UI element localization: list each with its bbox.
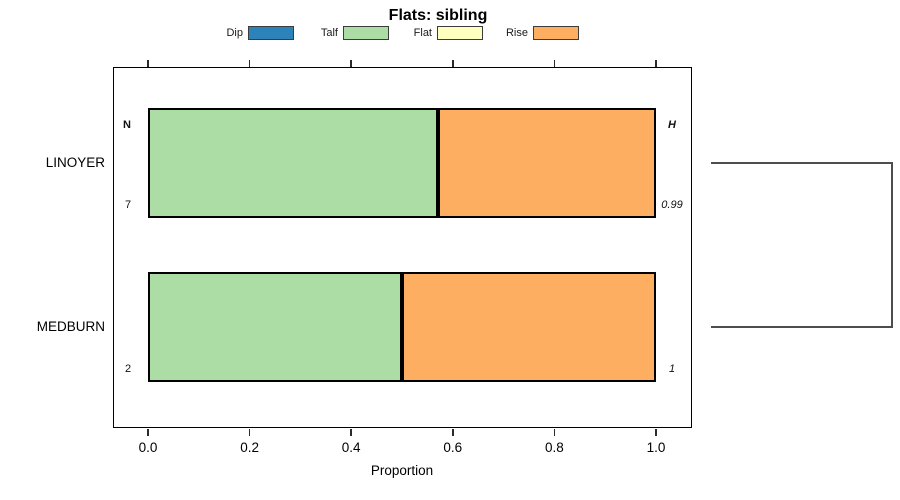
x-tick-top: [147, 60, 149, 67]
x-tick-label: 0.0: [138, 440, 158, 455]
bar-segment-rise: [438, 108, 656, 218]
x-tick-top: [452, 60, 454, 67]
legend-label: Flat: [413, 27, 432, 39]
h-column-header: H: [668, 119, 676, 131]
bar-segment-talf: [148, 272, 402, 382]
x-tick-label: 0.8: [545, 440, 564, 455]
h-value-medburn: 1: [668, 363, 676, 375]
x-tick-bottom: [350, 429, 352, 436]
x-tick-top: [553, 60, 556, 67]
legend-item-rise: Rise: [478, 25, 579, 41]
plot-area: [113, 67, 692, 428]
dendrogram-branch-bottom: [711, 326, 892, 328]
y-axis-label-linoyer: LINOYER: [45, 155, 105, 170]
y-axis-label-medburn: MEDBURN: [36, 319, 105, 334]
legend-swatch: [533, 26, 579, 40]
x-tick-label: 0.2: [240, 440, 259, 455]
stacked-bar-linoyer: [148, 108, 656, 218]
x-tick-bottom: [452, 429, 454, 436]
n-value-medburn: 2: [124, 363, 132, 375]
legend-swatch: [437, 26, 483, 40]
legend-item-dip: Dip: [193, 25, 294, 41]
n-value-linoyer: 7: [124, 199, 132, 211]
chart-title: Flats: sibling: [388, 7, 488, 24]
legend-swatch: [343, 26, 389, 40]
x-tick-bottom: [553, 429, 556, 436]
dendrogram-branch-top: [711, 162, 892, 164]
legend-swatch: [248, 26, 294, 40]
legend-item-flat: Flat: [382, 25, 483, 41]
legend-label: Dip: [226, 27, 243, 39]
x-tick-label: 1.0: [646, 440, 666, 455]
x-tick-bottom: [147, 429, 149, 436]
n-column-header: N: [123, 119, 131, 131]
x-tick-label: 0.4: [341, 440, 361, 455]
bar-segment-talf: [148, 108, 439, 218]
x-tick-label: 0.6: [443, 440, 463, 455]
h-value-linoyer: 0.99: [661, 199, 683, 211]
legend-label: Talf: [320, 27, 338, 39]
legend-item-talf: Talf: [288, 25, 389, 41]
x-axis-label: Proportion: [370, 463, 434, 478]
x-tick-bottom: [248, 429, 251, 436]
legend-label: Rise: [505, 27, 528, 39]
x-tick-top: [350, 60, 352, 67]
stacked-bar-medburn: [148, 272, 656, 382]
x-tick-top: [655, 60, 657, 67]
dendrogram-join-line: [891, 162, 893, 328]
x-tick-bottom: [655, 429, 657, 436]
x-tick-top: [248, 60, 251, 67]
bar-segment-rise: [402, 272, 656, 382]
